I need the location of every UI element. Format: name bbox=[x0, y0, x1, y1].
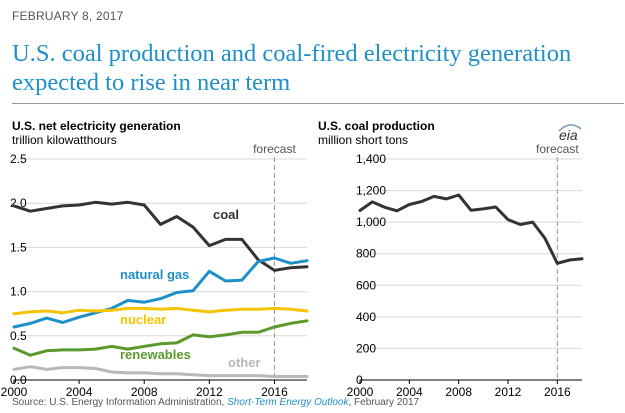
right-x-tick-label: 2000 bbox=[347, 385, 374, 396]
source-note: Source: U.S. Energy Information Administ… bbox=[12, 397, 419, 408]
left-chart-units: trillion kilowatthours bbox=[12, 133, 117, 147]
left-x-tick-label: 2000 bbox=[1, 385, 28, 396]
left-series-renewables-label: renewables bbox=[120, 347, 191, 362]
publication-date: FEBRUARY 8, 2017 bbox=[12, 9, 124, 23]
left-forecast-label: forecast bbox=[253, 142, 296, 156]
left-series-coal-label: coal bbox=[213, 207, 239, 222]
right-y-tick-label: 1,200 bbox=[356, 184, 386, 198]
left-series-natural-gas-line bbox=[12, 256, 309, 329]
left-series-natural-gas-label: natural gas bbox=[120, 267, 189, 282]
left-chart-title: U.S. net electricity generation bbox=[12, 119, 181, 133]
right-series-coal-production-line bbox=[358, 193, 584, 265]
left-series-other-line bbox=[12, 365, 309, 378]
left-y-tick-label: 1.5 bbox=[10, 240, 27, 254]
left-x-tick-label: 2016 bbox=[261, 385, 288, 396]
source-publication-link[interactable]: Short-Term Energy Outlook bbox=[227, 397, 349, 408]
right-x-tick-label: 2016 bbox=[544, 385, 571, 396]
left-y-tick-label: 1.0 bbox=[10, 285, 27, 299]
left-x-tick-label: 2004 bbox=[66, 385, 93, 396]
left-series-renewables-line bbox=[12, 319, 309, 357]
left-series-coal-line bbox=[12, 200, 309, 272]
right-y-tick-label: 1,000 bbox=[356, 215, 386, 229]
left-series-nuclear-label: nuclear bbox=[120, 312, 166, 327]
right-y-tick-label: 600 bbox=[356, 278, 376, 292]
right-y-tick-label: 800 bbox=[356, 247, 376, 261]
left-y-tick-label: 2.5 bbox=[10, 152, 27, 166]
header-divider bbox=[12, 103, 624, 104]
headline: U.S. coal production and coal-fired elec… bbox=[12, 40, 572, 96]
left-y-tick-label: 0.5 bbox=[10, 329, 27, 343]
source-suffix: , February 2017 bbox=[348, 397, 420, 408]
eia-logo-text: eia bbox=[559, 127, 578, 143]
right-chart-units: million short tons bbox=[318, 133, 409, 147]
right-x-tick-label: 2008 bbox=[445, 385, 472, 396]
right-y-tick-label: 400 bbox=[356, 310, 376, 324]
left-x-tick-label: 2008 bbox=[131, 385, 158, 396]
left-series-other-label: other bbox=[228, 355, 261, 370]
right-y-tick-label: 200 bbox=[356, 341, 376, 355]
right-forecast-label: forecast bbox=[536, 142, 579, 156]
left-x-tick-label: 2012 bbox=[196, 385, 223, 396]
right-x-tick-label: 2012 bbox=[495, 385, 522, 396]
right-chart-title: U.S. coal production bbox=[318, 119, 435, 133]
right-y-tick-label: 1,400 bbox=[356, 152, 386, 166]
source-prefix: Source: U.S. Energy Information Administ… bbox=[12, 397, 225, 408]
right-x-tick-label: 2004 bbox=[396, 385, 423, 396]
left-series-nuclear-line bbox=[12, 306, 309, 316]
eia-logo-icon: eia bbox=[558, 124, 582, 143]
